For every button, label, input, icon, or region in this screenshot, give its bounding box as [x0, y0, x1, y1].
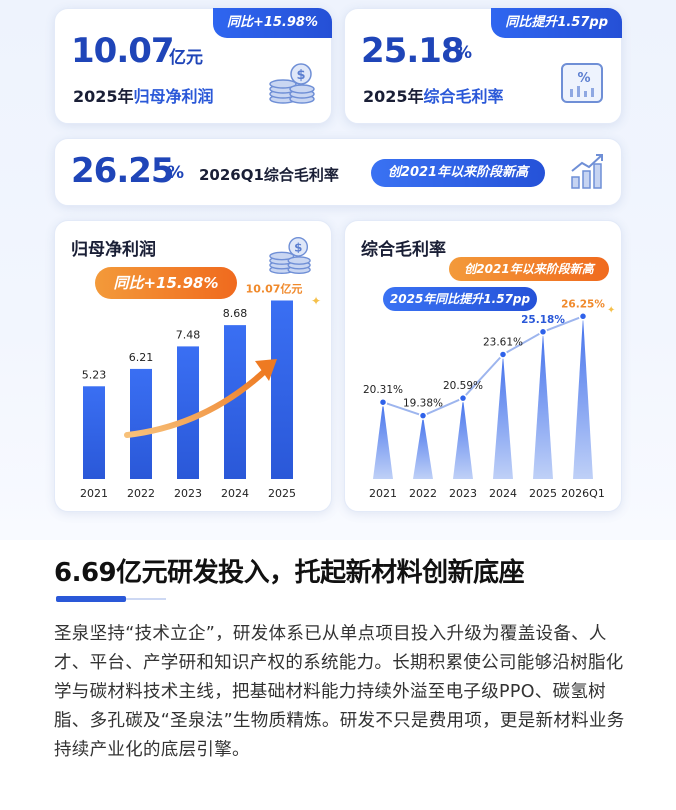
- trend-arrowhead-icon: [255, 359, 277, 381]
- margin-x-tick-label: 2022: [409, 487, 437, 500]
- bar-x-tick-label: 2023: [174, 487, 202, 500]
- margin-x-tick-label: 2025: [529, 487, 557, 500]
- kpi-label-year: 2025年: [73, 87, 134, 106]
- section-title: 6.69亿元研发投入，托起新材料创新底座: [54, 558, 525, 588]
- coins-icon: $: [267, 61, 317, 111]
- bar-value-label: 6.21: [129, 351, 154, 364]
- sparkle-icon: ✦: [311, 294, 321, 308]
- margin-x-tick-label: 2023: [449, 487, 477, 500]
- bar-2022: [130, 368, 152, 479]
- kpi-unit-q1-margin: %: [167, 163, 185, 183]
- bar-x-tick-label: 2021: [80, 487, 108, 500]
- svg-text:$: $: [296, 68, 305, 83]
- bar-2025: [271, 300, 293, 479]
- line-chart-annotation-yoy: 2025年同比提升1.57pp: [383, 287, 537, 311]
- section-paragraph: 圣泉坚持“技术立企”，研发体系已从单点项目投入升级为覆盖设备、人才、平台、产学研…: [54, 624, 625, 760]
- margin-point: [378, 397, 388, 407]
- margin-value-label: 25.18%: [521, 314, 565, 326]
- bar-2023: [177, 346, 199, 479]
- spike-2024: [493, 354, 513, 479]
- kpi-label-year: 2025年: [363, 87, 424, 106]
- kpi-unit-gross-margin: %: [455, 43, 473, 63]
- trend-arrow-icon: [124, 368, 268, 438]
- svg-text:%: %: [577, 71, 590, 86]
- margin-line: [382, 315, 584, 417]
- kpi-label-metric: 归母净利润: [133, 87, 214, 106]
- bar-2024: [224, 325, 246, 479]
- title-underline: [56, 596, 126, 602]
- percent-chart-icon: %: [559, 61, 605, 109]
- margin-x-tick-label: 2026Q1: [561, 487, 605, 500]
- kpi-value-q1-margin: 26.25: [71, 151, 175, 191]
- kpi-badge-gross-margin: 同比提升1.57pp: [491, 8, 622, 38]
- bar-chart: 5.23 2021 6.21 2022 7.48 2023 8.68 2024 10.07亿元 2…: [80, 281, 321, 500]
- chart-card-net-profit: 归母净利润 $ 同比+15.98% 5.23 2021 6.21 2022 7.48 20…: [54, 220, 332, 512]
- chart-title-net-profit: 归母净利润: [71, 240, 156, 260]
- margin-x-tick-label: 2024: [489, 487, 517, 500]
- margin-value-label: 23.61%: [483, 336, 523, 348]
- bar-chart-annotation: 同比+15.98%: [95, 267, 237, 299]
- bar-value-label: 8.68: [223, 307, 248, 320]
- margin-point: [458, 393, 468, 403]
- kpi-card-net-profit: 同比+15.98% 10.07 亿元 2025年归母净利润 $: [54, 8, 332, 124]
- margin-value-label: 20.59%: [443, 380, 483, 392]
- bar-value-label: 7.48: [176, 328, 201, 341]
- chart-title-gross-margin: 综合毛利率: [361, 240, 446, 260]
- chart-card-gross-margin: 综合毛利率 创2021年以来阶段新高 2025年同比提升1.57pp 20.31…: [344, 220, 622, 512]
- spike-2022: [413, 415, 433, 479]
- bar-x-tick-label: 2025: [268, 487, 296, 500]
- kpi-value-gross-margin: 25.18: [361, 31, 465, 71]
- spike-2025: [533, 331, 553, 479]
- bar-2021: [83, 386, 105, 479]
- spike-2023: [453, 398, 473, 479]
- kpi-unit-net-profit: 亿元: [169, 48, 203, 68]
- spike-2026Q1: [573, 316, 593, 479]
- kpi-card-q1-margin: 26.25 % 2026Q1综合毛利率 创2021年以来阶段新高: [54, 138, 622, 206]
- sparkle-icon: ✦: [607, 305, 615, 316]
- margin-x-tick-label: 2021: [369, 487, 397, 500]
- bar-x-tick-label: 2024: [221, 487, 249, 500]
- line-chart-annotation-record: 创2021年以来阶段新高: [449, 257, 609, 281]
- kpi-label-q1-margin: 2026Q1综合毛利率: [199, 166, 339, 184]
- margin-point: [498, 350, 508, 359]
- bar-value-label: 10.07亿元: [246, 281, 303, 295]
- title-underline-light: [126, 598, 166, 600]
- bar-x-tick-label: 2022: [127, 487, 155, 500]
- kpi-label-metric: 综合毛利率: [423, 87, 504, 106]
- rising-bar-chart-icon: [569, 151, 607, 195]
- kpi-label-net-profit: 2025年归母净利润: [73, 83, 214, 107]
- margin-point: [418, 411, 428, 420]
- bar-value-label: 5.23: [82, 368, 107, 381]
- margin-value-label: 20.31%: [363, 384, 403, 396]
- margin-value-label: 26.25%: [561, 298, 605, 310]
- spike-2021: [373, 402, 393, 479]
- margin-point: [578, 312, 588, 321]
- kpi-card-gross-margin: 同比提升1.57pp 25.18 % 2025年综合毛利率 %: [344, 8, 622, 124]
- margin-point: [538, 327, 548, 337]
- svg-text:$: $: [294, 240, 302, 254]
- coins-icon: $: [267, 235, 313, 281]
- line-chart: 20.31% 2021 19.38% 2022 20.59% 2023 23.61% 2024…: [363, 298, 615, 500]
- margin-value-label: 19.38%: [403, 398, 443, 410]
- kpi-label-gross-margin: 2025年综合毛利率: [363, 83, 504, 107]
- kpi-badge-net-profit: 同比+15.98%: [212, 8, 332, 38]
- kpi-value-net-profit: 10.07: [71, 31, 175, 71]
- kpi-pill-record-high: 创2021年以来阶段新高: [371, 159, 545, 187]
